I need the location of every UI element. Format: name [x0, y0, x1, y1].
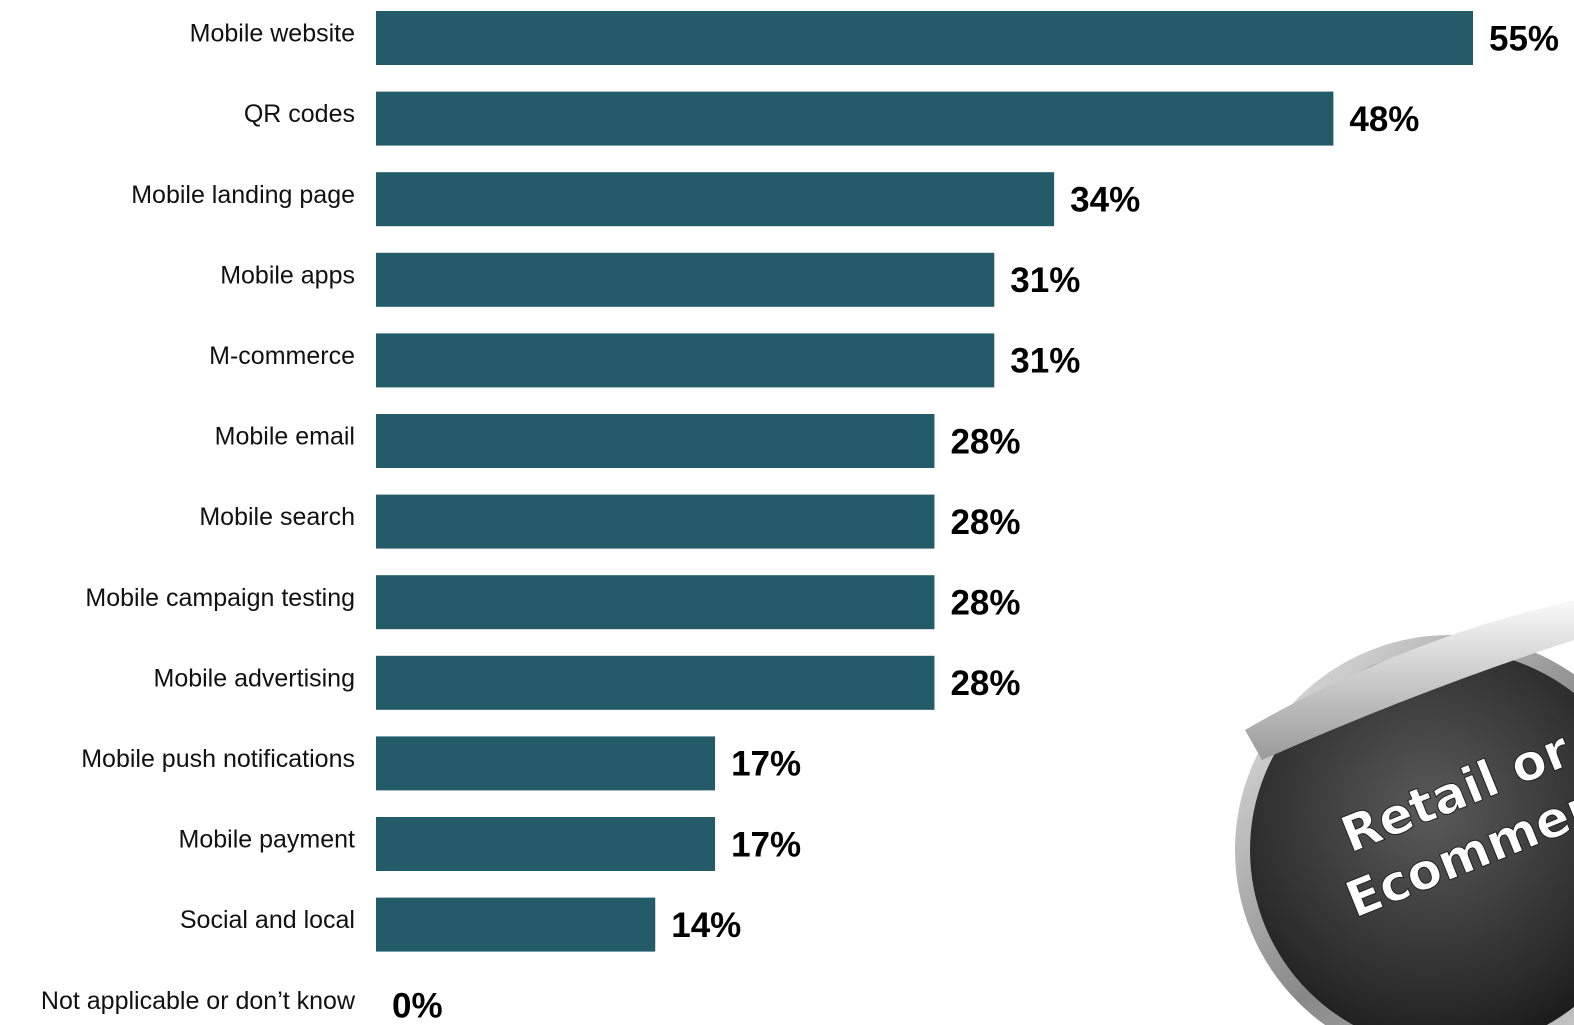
value-label: 48%	[1349, 100, 1419, 139]
value-label: 28%	[950, 583, 1020, 622]
bar	[376, 252, 995, 307]
value-label: 28%	[950, 664, 1020, 703]
bar	[376, 897, 656, 952]
value-label: 55%	[1489, 19, 1559, 58]
bar	[376, 575, 935, 630]
category-label: QR codes	[244, 100, 355, 128]
bar	[376, 11, 1473, 65]
category-label: Mobile payment	[179, 826, 356, 854]
bar	[376, 91, 1334, 146]
category-label: Mobile advertising	[154, 664, 356, 692]
category-label: Mobile push notifications	[81, 745, 355, 773]
bar	[376, 333, 995, 388]
value-label: 31%	[1010, 342, 1080, 381]
category-label: Mobile apps	[220, 261, 355, 289]
category-label: Social and local	[180, 906, 355, 934]
bar	[376, 655, 935, 710]
value-label: 17%	[731, 745, 801, 784]
category-label: M-commerce	[209, 342, 355, 370]
value-label: 31%	[1010, 261, 1080, 300]
value-label: 17%	[731, 825, 801, 864]
category-label: Mobile campaign testing	[85, 584, 355, 612]
bar	[376, 494, 935, 549]
value-label: 28%	[950, 503, 1020, 542]
category-label: Mobile search	[199, 503, 355, 531]
value-label: 28%	[950, 422, 1020, 461]
value-label: 34%	[1070, 180, 1140, 219]
category-label: Mobile email	[215, 423, 355, 451]
category-label: Not applicable or don’t know	[41, 987, 356, 1015]
category-label: Mobile website	[190, 20, 355, 48]
value-label: 0%	[392, 986, 443, 1025]
badge-curl	[1245, 600, 1574, 760]
value-label: 14%	[671, 906, 741, 945]
category-label: Mobile landing page	[131, 181, 355, 209]
bar	[376, 817, 716, 871]
bar	[376, 414, 935, 468]
bar	[376, 736, 716, 791]
badge-disc	[1250, 650, 1574, 1025]
bar	[376, 172, 1055, 227]
